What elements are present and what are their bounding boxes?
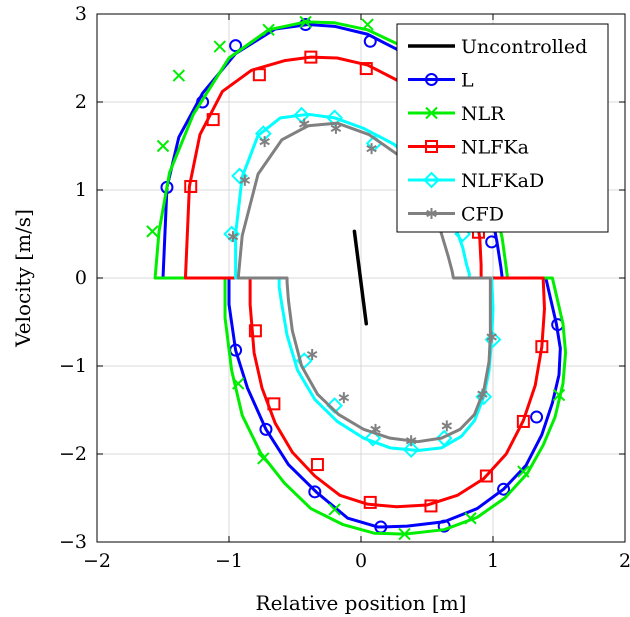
legend-marker-nlr <box>425 106 438 120</box>
marker-cfd <box>330 122 342 134</box>
marker-nlfka <box>248 324 262 338</box>
legend-label-uncontrolled: Uncontrolled <box>461 36 587 58</box>
marker-nlfka <box>206 113 220 127</box>
y-tick-label: −2 <box>59 443 87 465</box>
marker-cfd <box>227 231 239 243</box>
legend-label-nlfka: NLFKa <box>461 137 529 159</box>
marker-nlfka <box>359 62 373 76</box>
marker-nlr <box>262 23 275 37</box>
marker-nlr <box>552 388 566 402</box>
marker-nlfka <box>310 458 324 472</box>
marker-nlfka <box>424 499 438 513</box>
marker-nlr <box>299 15 312 29</box>
marker-cfd <box>441 420 453 432</box>
marker-cfd <box>477 388 488 400</box>
marker-l <box>530 410 544 424</box>
marker-nlr <box>464 512 477 525</box>
series-line-nlfkad <box>234 112 495 452</box>
marker-nlr <box>361 18 374 31</box>
x-tick-label: 1 <box>487 550 499 572</box>
marker-cfd <box>306 349 318 361</box>
marker-nlr <box>517 465 530 478</box>
legend: Uncontrolled L NLR NLFKa NLFKaD CFD <box>396 23 609 233</box>
legend-entry-l: L <box>408 70 474 92</box>
series-nlr <box>146 15 568 541</box>
y-tick-label: −1 <box>59 355 87 377</box>
legend-entry-nlr: NLR <box>408 103 505 125</box>
marker-nlr <box>156 139 170 153</box>
legend-box <box>396 23 609 233</box>
y-tick-label: 2 <box>75 91 87 113</box>
y-tick-label: 0 <box>75 267 87 289</box>
series-line-cfd <box>236 121 492 444</box>
legend-label-cfd: CFD <box>461 204 504 226</box>
marker-cfd <box>298 118 310 130</box>
series-line-nlfka <box>183 55 546 509</box>
marker-nlfka <box>479 469 493 483</box>
marker-cfd <box>239 174 251 186</box>
marker-cfd <box>259 136 270 148</box>
legend-label-nlfkad: NLFKaD <box>461 170 544 192</box>
marker-l <box>229 39 243 53</box>
x-tick-label: −1 <box>215 550 243 572</box>
legend-label-l: L <box>461 70 474 92</box>
marker-nlr <box>146 225 159 238</box>
legend-marker-l <box>425 73 438 86</box>
series-l <box>160 18 565 534</box>
marker-l <box>259 422 273 436</box>
marker-nlfka <box>516 414 530 428</box>
y-tick-label: 3 <box>75 3 87 25</box>
marker-nlfkad <box>475 388 493 406</box>
marker-cfd <box>338 392 350 404</box>
marker-cfd <box>366 143 377 155</box>
marker-l <box>497 482 511 496</box>
marker-nlr <box>328 503 341 516</box>
marker-nlfka <box>535 340 549 354</box>
marker-nlfka <box>252 68 266 82</box>
marker-nlfka <box>267 397 281 411</box>
series-line-l <box>161 23 562 529</box>
marker-nlfka <box>363 495 377 509</box>
series-line-uncontrolled <box>352 229 369 326</box>
legend-label-nlr: NLR <box>461 103 505 125</box>
marker-cfd <box>486 331 497 343</box>
x-tick-label: 2 <box>619 550 630 572</box>
marker-nlr <box>398 527 411 541</box>
legend-marker-nlfkad <box>423 171 440 189</box>
marker-nlfkad <box>484 331 502 349</box>
legend-marker-nlfka <box>425 140 438 153</box>
marker-nlr <box>213 40 226 53</box>
marker-nlr <box>172 69 186 82</box>
x-tick-label: −2 <box>83 550 111 572</box>
marker-l <box>485 235 499 249</box>
marker-nlr <box>257 452 270 465</box>
marker-l <box>196 95 210 109</box>
legend-entry-cfd: CFD <box>408 204 504 226</box>
x-axis-label: Relative position [m] <box>256 591 467 615</box>
marker-nlfkad <box>231 167 248 185</box>
marker-cfd <box>405 435 417 447</box>
marker-nlr <box>232 377 245 390</box>
marker-cfd <box>370 423 381 435</box>
marker-nlfkad <box>364 429 382 447</box>
y-tick-label: −3 <box>59 531 87 553</box>
marker-nlfkad <box>402 441 420 459</box>
marker-nlfkad <box>223 225 241 243</box>
y-axis-label: Velocity [m/s] <box>11 209 35 348</box>
series-uncontrolled <box>352 229 369 326</box>
marker-l <box>363 34 377 48</box>
marker-l <box>308 485 322 499</box>
legend-marker-cfd <box>426 208 437 219</box>
legend-entry-nlfka: NLFKa <box>408 137 529 159</box>
legend-entry-uncontrolled: Uncontrolled <box>408 36 587 58</box>
marker-nlfka <box>304 50 318 64</box>
marker-nlfka <box>184 179 198 193</box>
legend-entry-nlfkad: NLFKaD <box>408 170 544 192</box>
y-tick-label: 1 <box>75 179 87 201</box>
x-tick-label: 0 <box>355 550 367 572</box>
